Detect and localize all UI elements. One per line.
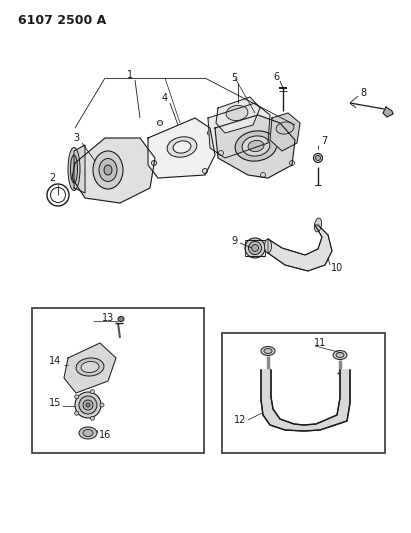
Ellipse shape	[152, 160, 157, 166]
Ellipse shape	[289, 160, 295, 166]
Ellipse shape	[86, 403, 90, 407]
Ellipse shape	[219, 150, 224, 156]
Ellipse shape	[93, 151, 123, 189]
Ellipse shape	[226, 106, 248, 120]
Ellipse shape	[90, 416, 95, 421]
Polygon shape	[148, 118, 215, 178]
Text: 5: 5	[231, 73, 237, 83]
Text: 1: 1	[127, 70, 133, 80]
Ellipse shape	[247, 110, 252, 116]
Ellipse shape	[83, 400, 93, 410]
Polygon shape	[270, 113, 300, 151]
Ellipse shape	[333, 351, 347, 359]
Text: 10: 10	[331, 263, 343, 273]
Polygon shape	[64, 343, 116, 393]
Text: 6107 2500 A: 6107 2500 A	[18, 14, 106, 27]
Ellipse shape	[249, 241, 261, 254]
Ellipse shape	[75, 395, 79, 399]
Bar	[222, 333, 385, 453]
Ellipse shape	[71, 155, 78, 183]
Ellipse shape	[208, 131, 212, 135]
Ellipse shape	[76, 358, 104, 376]
Text: 4: 4	[162, 93, 168, 103]
Ellipse shape	[245, 238, 265, 258]
Ellipse shape	[265, 239, 272, 253]
Ellipse shape	[316, 156, 321, 160]
Ellipse shape	[81, 361, 99, 373]
Ellipse shape	[75, 392, 101, 418]
Text: 14: 14	[49, 356, 61, 366]
Polygon shape	[261, 370, 350, 431]
Ellipse shape	[167, 137, 197, 157]
Ellipse shape	[203, 168, 208, 174]
Ellipse shape	[173, 141, 191, 153]
Text: 16: 16	[99, 430, 111, 440]
Ellipse shape	[264, 349, 272, 353]
Text: 3: 3	[73, 133, 79, 143]
Ellipse shape	[68, 148, 80, 190]
Bar	[32, 308, 204, 453]
Text: 15: 15	[49, 398, 61, 408]
Ellipse shape	[261, 173, 266, 177]
Ellipse shape	[75, 411, 79, 415]
Polygon shape	[268, 225, 332, 271]
Ellipse shape	[79, 427, 97, 439]
Polygon shape	[383, 107, 393, 117]
Ellipse shape	[235, 131, 277, 161]
Polygon shape	[215, 115, 295, 178]
Text: 8: 8	[360, 88, 366, 98]
Polygon shape	[72, 138, 155, 203]
Text: 7: 7	[321, 136, 327, 146]
Polygon shape	[216, 97, 260, 133]
Ellipse shape	[100, 403, 104, 407]
Ellipse shape	[157, 120, 162, 125]
Text: 2: 2	[49, 173, 55, 183]
Ellipse shape	[99, 158, 117, 182]
Ellipse shape	[314, 218, 322, 232]
Ellipse shape	[336, 352, 344, 358]
Ellipse shape	[118, 317, 124, 321]
Text: 9: 9	[231, 236, 237, 246]
Text: 6: 6	[273, 72, 279, 82]
Ellipse shape	[248, 140, 264, 151]
Polygon shape	[208, 103, 270, 158]
Text: 11: 11	[314, 338, 326, 348]
Ellipse shape	[261, 346, 275, 356]
Text: 12: 12	[234, 415, 246, 425]
Ellipse shape	[242, 136, 270, 156]
Ellipse shape	[252, 245, 259, 252]
Ellipse shape	[83, 430, 93, 437]
Text: 13: 13	[102, 313, 114, 323]
Ellipse shape	[276, 122, 294, 134]
Polygon shape	[74, 145, 85, 193]
Ellipse shape	[90, 390, 95, 394]
Ellipse shape	[79, 396, 97, 414]
Ellipse shape	[314, 154, 323, 163]
Ellipse shape	[104, 165, 112, 175]
